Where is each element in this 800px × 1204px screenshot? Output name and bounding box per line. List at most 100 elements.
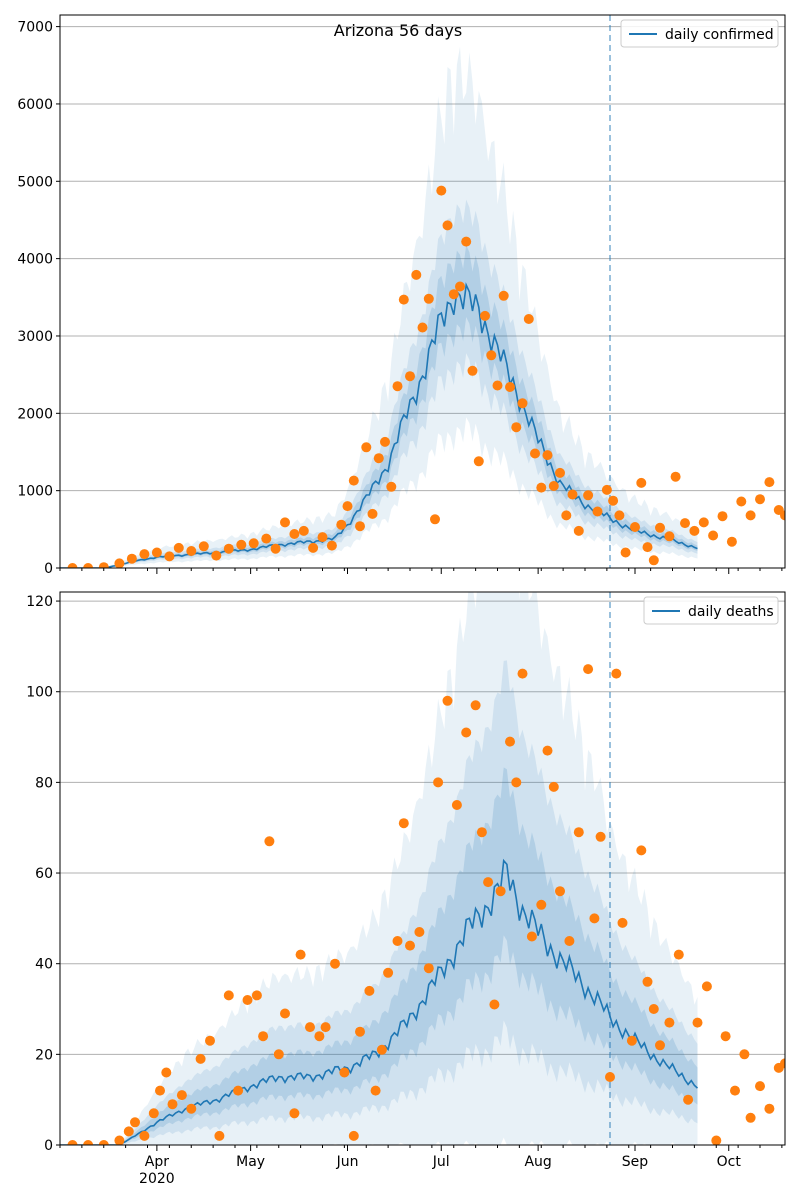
observed-point: [511, 422, 522, 433]
observed-point: [492, 380, 503, 391]
observed-point: [745, 510, 756, 521]
observed-point: [148, 1108, 159, 1119]
observed-point: [355, 521, 365, 532]
observed-point: [383, 967, 394, 978]
observed-point: [67, 1140, 78, 1145]
observed-point: [608, 495, 619, 506]
observed-point: [561, 510, 572, 521]
observed-point: [214, 1130, 225, 1141]
observed-point: [392, 381, 403, 392]
observed-point: [680, 518, 690, 529]
observed-point: [517, 398, 528, 409]
observed-point: [433, 777, 444, 788]
observed-point: [555, 886, 565, 897]
observed-point: [648, 555, 659, 566]
observed-point: [398, 818, 409, 829]
observed-point: [542, 745, 553, 756]
y-tick-label: 40: [35, 957, 53, 973]
observed-point: [348, 475, 359, 486]
observed-point: [205, 1035, 215, 1046]
observed-point: [780, 1058, 785, 1069]
observed-point: [198, 541, 209, 552]
observed-point: [295, 949, 306, 960]
observed-point: [614, 510, 625, 521]
observed-point: [611, 668, 622, 679]
observed-point: [167, 1099, 178, 1110]
panel-top: 0 1000 2000 3000 4000 5000 6000 7000 Arizona 56 …: [17, 14, 786, 577]
observed-point: [617, 917, 628, 928]
legend: daily deaths: [643, 596, 779, 625]
observed-point: [730, 1085, 740, 1096]
observed-point: [548, 781, 559, 792]
observed-point: [780, 510, 785, 521]
observed-point: [505, 382, 515, 392]
observed-point: [548, 481, 559, 491]
observed-point: [236, 539, 247, 550]
observed-point: [726, 536, 737, 547]
plot-frame: [59, 591, 786, 1146]
observed-point: [648, 1004, 659, 1014]
x-tick-label: Oct: [717, 1154, 742, 1170]
x-tick-label: May: [236, 1154, 265, 1170]
observed-point: [155, 1085, 165, 1096]
observed-point: [161, 1067, 172, 1078]
observed-point: [317, 532, 328, 543]
observed-point: [476, 827, 487, 838]
observed-point: [664, 1017, 675, 1028]
band-middle: [60, 660, 698, 1145]
observed-point: [505, 736, 515, 747]
observed-point: [636, 845, 647, 856]
y-tick-label: 1000: [17, 484, 53, 500]
observed-point: [314, 1031, 325, 1042]
observed-point: [717, 511, 728, 522]
observed-point: [467, 365, 478, 376]
x-tick-label: Apr: [145, 1154, 169, 1170]
y-tick-label: 60: [35, 866, 53, 882]
x-tick-label: Aug: [524, 1154, 551, 1170]
chart-title: Arizona 56 days: [334, 21, 462, 40]
y-tick-label: 100: [26, 685, 53, 701]
observed-point: [326, 540, 337, 551]
observed-point: [495, 886, 506, 897]
observed-point: [248, 538, 259, 549]
y-tick-label: 3000: [17, 329, 53, 345]
observed-point: [355, 1026, 365, 1037]
observed-point: [223, 543, 234, 554]
observed-point: [411, 269, 422, 280]
observed-point: [455, 281, 465, 292]
observed-point: [711, 1135, 722, 1145]
observed-point: [442, 695, 453, 706]
observed-point: [380, 436, 390, 447]
observed-point: [405, 940, 415, 951]
observed-point: [261, 533, 272, 544]
observed-point: [386, 481, 397, 492]
observed-point: [555, 467, 565, 478]
observed-point: [67, 563, 78, 568]
observed-point: [655, 1040, 665, 1051]
y-tick-label: 0: [44, 561, 53, 577]
y-tick-label: 2000: [17, 406, 53, 422]
legend-box: [620, 19, 779, 48]
observed-point: [298, 525, 309, 536]
y-tick-label: 7000: [17, 20, 53, 36]
observed-point: [626, 1035, 637, 1046]
observed-point: [739, 1049, 750, 1060]
observed-point: [530, 448, 540, 459]
observed-point: [376, 1044, 387, 1055]
observed-point: [523, 314, 534, 324]
band-outer: [60, 592, 698, 1145]
observed-point: [273, 1049, 284, 1060]
observed-point: [336, 519, 347, 530]
observed-point: [755, 1081, 765, 1092]
y-tick-label: 4000: [17, 252, 53, 268]
observed-point: [233, 1085, 244, 1096]
observed-point: [673, 949, 684, 960]
observed-point: [498, 290, 509, 301]
observed-point: [526, 931, 537, 942]
observed-point: [451, 800, 462, 810]
observed-point: [270, 543, 281, 554]
observed-point: [489, 999, 500, 1010]
observed-point: [211, 550, 222, 561]
